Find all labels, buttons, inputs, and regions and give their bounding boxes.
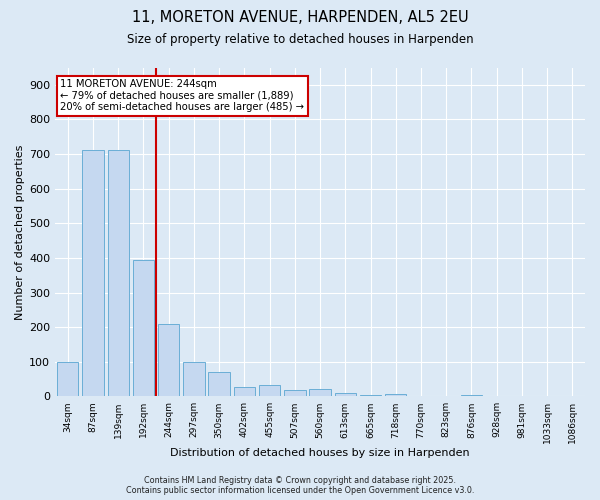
Bar <box>183 362 205 396</box>
Bar <box>310 388 331 396</box>
Text: Contains HM Land Registry data © Crown copyright and database right 2025.
Contai: Contains HM Land Registry data © Crown c… <box>126 476 474 495</box>
Text: 11, MORETON AVENUE, HARPENDEN, AL5 2EU: 11, MORETON AVENUE, HARPENDEN, AL5 2EU <box>131 10 469 25</box>
Bar <box>233 386 255 396</box>
Bar <box>385 394 406 396</box>
Bar <box>158 324 179 396</box>
Bar <box>82 150 104 396</box>
Bar <box>208 372 230 396</box>
Bar <box>284 390 305 396</box>
Bar <box>259 386 280 396</box>
Bar <box>57 362 79 396</box>
Bar <box>335 393 356 396</box>
Text: Size of property relative to detached houses in Harpenden: Size of property relative to detached ho… <box>127 32 473 46</box>
Bar <box>133 260 154 396</box>
Y-axis label: Number of detached properties: Number of detached properties <box>15 144 25 320</box>
Bar <box>107 150 129 396</box>
Bar <box>461 394 482 396</box>
X-axis label: Distribution of detached houses by size in Harpenden: Distribution of detached houses by size … <box>170 448 470 458</box>
Text: 11 MORETON AVENUE: 244sqm
← 79% of detached houses are smaller (1,889)
20% of se: 11 MORETON AVENUE: 244sqm ← 79% of detac… <box>61 79 304 112</box>
Bar <box>360 394 381 396</box>
